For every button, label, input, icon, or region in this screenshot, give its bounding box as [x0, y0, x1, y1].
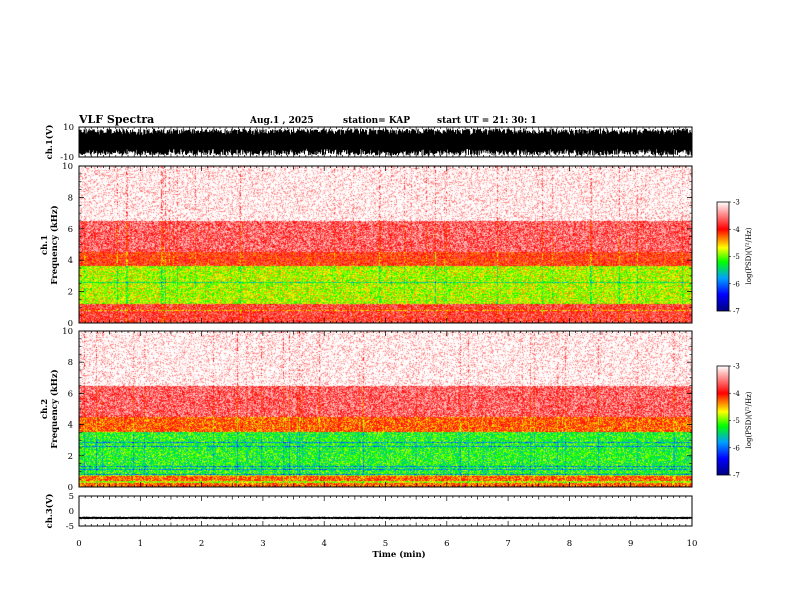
ch2-colorbar-ticks: -3 -4 -5 -6 -7 [729, 363, 740, 480]
colorbar-tick-label: -5 [733, 417, 740, 425]
ch1-colorbar-ticks: -3 -4 -5 -6 -7 [729, 199, 740, 316]
time-tick-label: 9 [628, 539, 633, 549]
colorbar-tick-label: -6 [733, 444, 740, 452]
ch3-waveform-trace [78, 515, 693, 521]
ch2-colorbar: -3 -4 -5 -6 -7 log(PSD)(V²/Hz) [716, 363, 753, 480]
time-axis-label: Time (min) [372, 549, 425, 560]
ch1-spectrogram-panel: 0 2 4 6 8 10 ch.1 Frequency (kHz) [40, 162, 693, 329]
ch2-ylabel-frequency: Frequency (kHz) [49, 369, 60, 448]
frequency-tick-label: 0 [68, 319, 73, 329]
ch1-frequency-tick-labels: 0 2 4 6 8 10 [62, 162, 692, 329]
frequency-tick-label: 6 [68, 225, 73, 235]
time-tick-label: 0 [76, 539, 81, 549]
frequency-tick-label: 10 [62, 327, 73, 337]
start-time-label: start UT = 21: 30: 1 [437, 116, 537, 126]
colorbar-tick-label: -4 [733, 226, 740, 234]
time-tick-label: 5 [383, 539, 388, 549]
ch1-waveform-trace [78, 128, 693, 156]
ch1-ylabel-frequency: Frequency (kHz) [49, 205, 60, 284]
ch2-colorbar-label: log(PSD)(V²/Hz) [745, 391, 753, 448]
ch1-waveform-panel: 10 -10 ch.1(V) [44, 123, 693, 163]
frequency-tick-label: 4 [68, 421, 73, 431]
ch2-spectrogram-panel: 0 2 4 6 8 10 ch.2 Frequency (kHz) [40, 327, 693, 493]
frequency-tick-label: 8 [68, 193, 73, 203]
ch1-colorbar-label: log(PSD)(V²/Hz) [745, 227, 753, 284]
frequency-tick-label: 6 [68, 389, 73, 399]
figure-title: VLF Spectra [78, 113, 154, 126]
ch3-ytick-bottom: -5 [66, 522, 74, 532]
time-axis-tick-labels: 0 1 2 3 4 5 6 7 8 9 10 [76, 539, 697, 549]
time-tick-label: 3 [260, 539, 265, 549]
colorbar-tick-label: -7 [733, 308, 740, 316]
frequency-tick-label: 2 [68, 288, 73, 298]
frequency-tick-label: 2 [68, 452, 73, 462]
colorbar-tick-label: -3 [733, 363, 740, 371]
frequency-tick-label: 10 [62, 162, 73, 172]
ch1-colorbar: -3 -4 -5 -6 -7 log(PSD)(V²/Hz) [716, 199, 753, 316]
frequency-tick-label: 8 [68, 358, 73, 368]
time-tick-label: 4 [321, 539, 326, 549]
ch1-ylabel: ch.1(V) [44, 125, 55, 160]
time-tick-label: 8 [567, 539, 572, 549]
ch2-ylabel-channel: ch.2 [40, 399, 50, 419]
colorbar-tick-label: -6 [733, 280, 740, 288]
ch3-ytick-top: 5 [69, 492, 74, 502]
ch1-spectrogram-image [79, 166, 692, 323]
time-tick-label: 1 [138, 539, 143, 549]
ch3-ytick-middle: 0 [69, 507, 74, 517]
frequency-tick-label: 4 [68, 256, 73, 266]
frequency-tick-label: 0 [68, 483, 73, 493]
colorbar-tick-label: -4 [733, 390, 740, 398]
ch3-waveform-panel: 5 0 -5 ch.3(V) [44, 492, 693, 532]
ch3-ylabel: ch.3(V) [44, 494, 55, 529]
time-tick-label: 2 [199, 539, 204, 549]
ch2-spectrogram-image [79, 331, 692, 487]
station-label: station= KAP [343, 116, 410, 126]
ch1-ylabel-channel: ch.1 [40, 235, 50, 255]
date-label: Aug.1 , 2025 [249, 116, 314, 126]
time-tick-label: 6 [444, 539, 449, 549]
ch2-frequency-tick-labels: 0 2 4 6 8 10 [62, 327, 692, 493]
time-tick-label: 7 [505, 539, 510, 549]
time-tick-label: 10 [687, 539, 698, 549]
colorbar-tick-label: -5 [733, 253, 740, 261]
colorbar-tick-label: -7 [733, 472, 740, 480]
colorbar-tick-label: -3 [733, 199, 740, 207]
ch1-ytick-bottom: -10 [60, 153, 74, 163]
ch1-ytick-top: 10 [63, 123, 74, 133]
